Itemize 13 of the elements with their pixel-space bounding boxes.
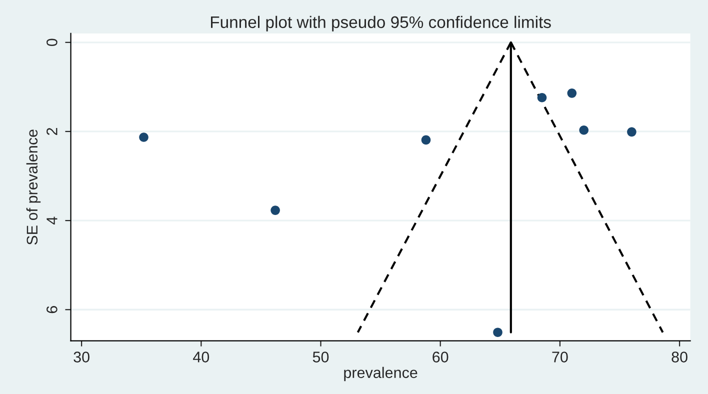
y-tick-label: 2 (46, 128, 58, 135)
x-tick-label: 30 (74, 352, 90, 362)
x-tick-label: 40 (193, 352, 210, 362)
x-tick-label: 50 (312, 352, 329, 362)
x-axis-title: prevalence (344, 366, 418, 382)
chart-title: Funnel plot with pseudo 95% confidence limits (210, 16, 551, 32)
x-tick-label: 70 (552, 352, 568, 362)
y-tick-label: 4 (46, 216, 58, 224)
y-tick-label: 6 (46, 306, 58, 314)
x-tick-label: 60 (432, 352, 448, 362)
x-tick-label: 80 (672, 352, 688, 362)
y-tick-label: 0 (46, 38, 58, 46)
y-axis-title: SE of prevalence (26, 130, 41, 245)
